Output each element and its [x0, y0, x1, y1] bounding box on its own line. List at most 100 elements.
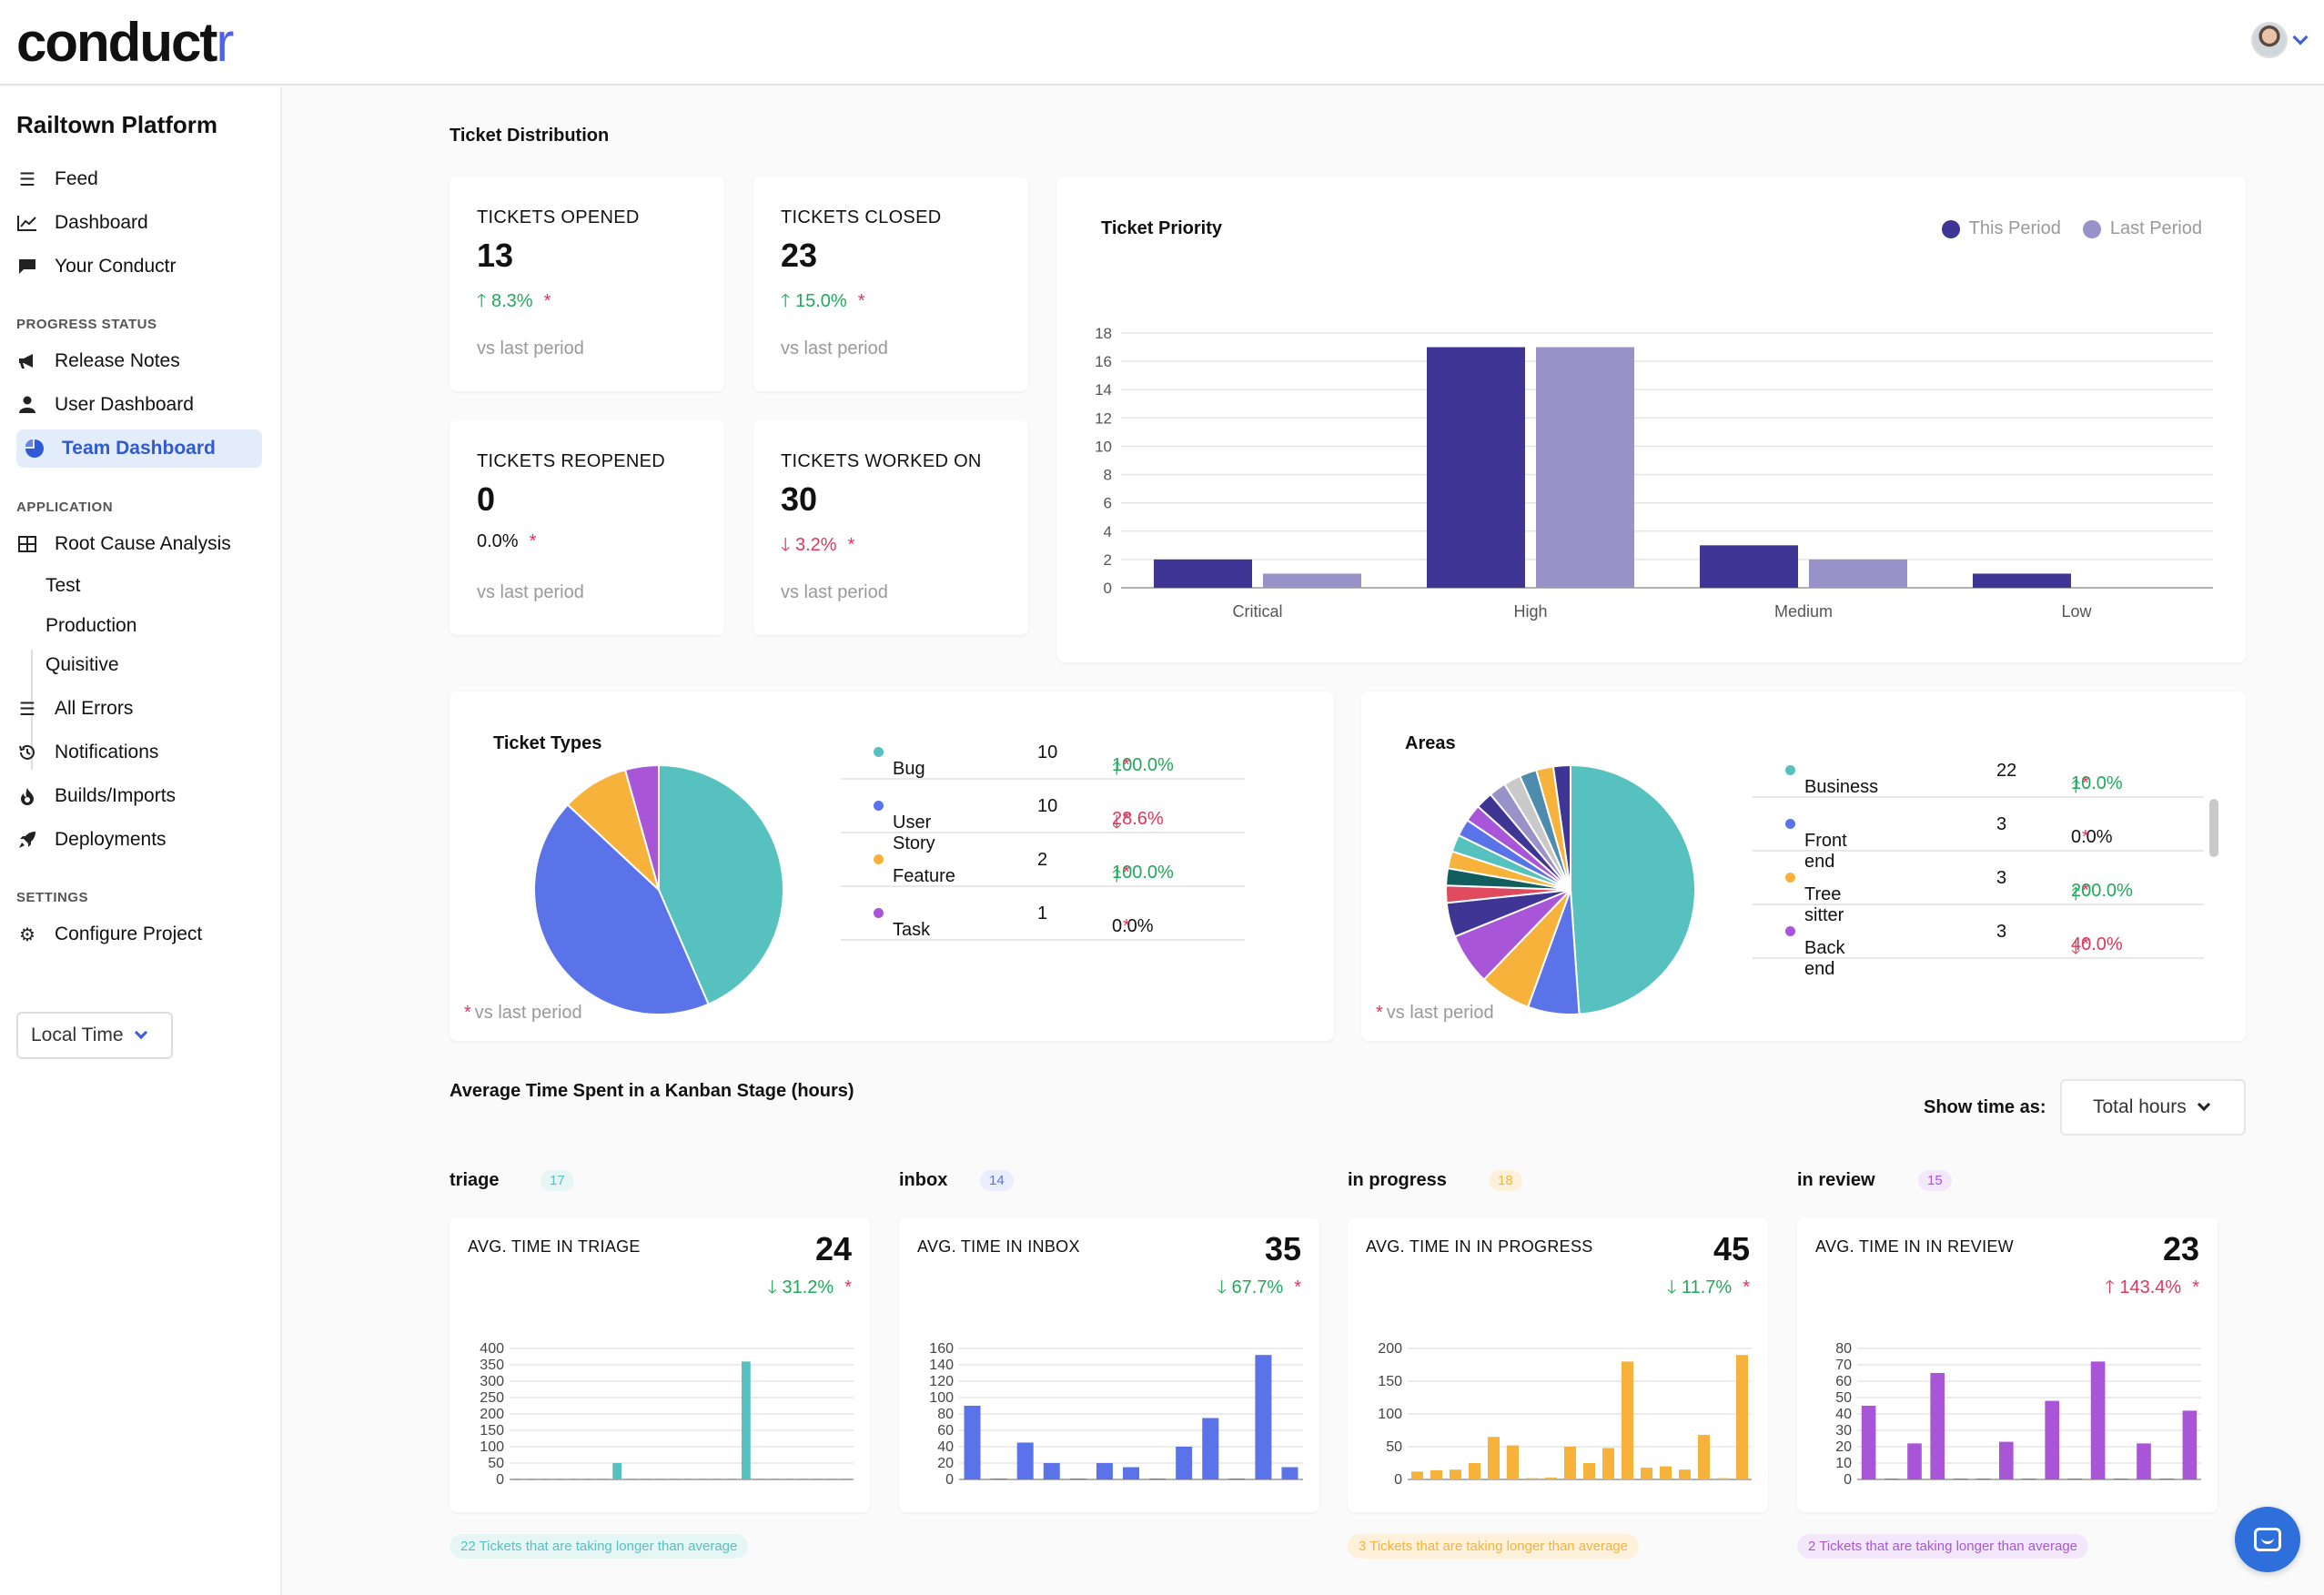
legend-row[interactable]: Front end 3 0.0% * [1753, 798, 2204, 872]
list-icon: ☰ [19, 169, 35, 190]
bar-this-period [1154, 559, 1252, 588]
bar [1487, 1437, 1500, 1479]
legend-this-period[interactable]: This Period [1968, 218, 2061, 238]
stage-longer-note[interactable]: 3 Tickets that are taking longer than av… [1348, 1534, 1640, 1559]
conductr-logo[interactable]: conductr [16, 12, 234, 73]
bar [1016, 1442, 1034, 1479]
ticket-priority-title: Ticket Priority [1101, 218, 1223, 238]
sidebar-item-notifications[interactable]: Notifications [16, 733, 158, 772]
chevron-down-icon[interactable] [2292, 29, 2309, 45]
trend-arrow-icon: 🡑 [477, 291, 491, 311]
stage-longer-note[interactable]: 22 Tickets that are taking longer than a… [450, 1534, 749, 1559]
bar [964, 1406, 981, 1479]
y-tick-label: 200 [1378, 1341, 1402, 1357]
bar [1449, 1469, 1462, 1479]
grid-icon [16, 536, 38, 552]
trend-arrow-icon: 🡓 [1667, 1277, 1682, 1297]
bar [1281, 1467, 1298, 1479]
asterisk: * [2082, 881, 2089, 901]
trend-arrow-icon: 🡑 [2071, 884, 2081, 904]
trend-arrow-icon: 🡓 [1217, 1277, 1232, 1297]
legend-row[interactable]: Feature 2 🡑 100.0% * [841, 833, 1245, 887]
bar-this-period [1427, 347, 1525, 588]
asterisk: * [844, 1277, 852, 1297]
asterisk: * [2192, 1277, 2199, 1297]
kanban-title: Average Time Spent in a Kanban Stage (ho… [450, 1081, 854, 1101]
sidebar-item-your-conductr[interactable]: Your Conductr [16, 247, 176, 286]
stage-count-badge: 14 [980, 1170, 1014, 1191]
trend-arrow-icon: 🡓 [767, 1277, 783, 1297]
y-tick-label: 40 [937, 1439, 954, 1455]
y-tick-label: 350 [480, 1358, 504, 1373]
sidebar-subitem-test[interactable]: Test [45, 575, 81, 596]
stat-title: TICKETS WORKED ON [781, 451, 982, 471]
y-tick-label: 50 [488, 1456, 504, 1471]
top-bar: conductr [0, 0, 2324, 86]
legend-row[interactable]: Business 22 🡑 10.0% * [1753, 744, 2204, 798]
legend-row[interactable]: User Story 10 🡓 28.6% * [841, 780, 1245, 853]
x-tick-label: Low [2061, 602, 2092, 621]
bar [1602, 1448, 1615, 1479]
stage-card: AVG. TIME IN INBOX 35 🡓 67.7% * 0 20 40 60 80… [899, 1217, 1319, 1512]
chat-icon [2254, 1528, 2281, 1551]
line-chart-icon [16, 215, 38, 231]
legend-row[interactable]: Task 1 0.0% * [841, 887, 1245, 941]
ticket-types-title: Ticket Types [493, 733, 602, 753]
bar [2137, 1443, 2151, 1479]
stat-title: TICKETS REOPENED [477, 451, 666, 471]
legend-last-period[interactable]: Last Period [2109, 218, 2202, 238]
chevron-down-icon [134, 1025, 147, 1040]
chat-launcher-button[interactable] [2235, 1507, 2300, 1572]
section-settings: SETTINGS [16, 890, 89, 905]
y-tick-label: 50 [1835, 1390, 1852, 1406]
bar [2182, 1410, 2198, 1479]
sidebar-subitem-production[interactable]: Production [45, 615, 137, 636]
show-time-select[interactable]: Total hours [2060, 1079, 2246, 1136]
stage-count-badge: 18 [1489, 1170, 1522, 1191]
bar [1410, 1471, 1424, 1479]
avatar[interactable] [2251, 22, 2288, 58]
y-tick-label: 8 [1104, 467, 1112, 484]
fire-icon [16, 787, 38, 805]
sidebar-item-configure-project[interactable]: ⚙ Configure Project [16, 915, 202, 954]
stage-longer-note[interactable]: 2 Tickets that are taking longer than av… [1797, 1534, 2089, 1559]
asterisk: * [1294, 1277, 1301, 1297]
asterisk: * [1123, 863, 1130, 883]
legend-dot [1785, 926, 1795, 936]
legend-row[interactable]: Bug 10 🡑 100.0% * [841, 726, 1245, 780]
stat-footnote: vs last period [477, 338, 584, 358]
trend-arrow-icon: 🡑 [2071, 777, 2081, 797]
pie-slice [623, 763, 660, 891]
legend-label: Bug [874, 742, 925, 779]
stage-name: inbox [899, 1170, 948, 1190]
sidebar-item-user-dashboard[interactable]: User Dashboard [16, 386, 194, 424]
sidebar-item-dashboard[interactable]: Dashboard [16, 204, 148, 242]
sidebar-item-all-errors[interactable]: ☰ All Errors [16, 690, 133, 728]
legend-row[interactable]: Tree sitter 3 🡑 200.0% * [1753, 852, 2204, 925]
bar [1563, 1447, 1577, 1479]
stage-card: AVG. TIME IN IN PROGRESS 45 🡓 11.7% * 0 50… [1348, 1217, 1768, 1512]
y-tick-label: 160 [929, 1341, 954, 1357]
stage-card-delta: 🡓 11.7% * [1667, 1277, 1750, 1297]
legend-label: Feature [874, 850, 955, 886]
stage-bar-chart: 0 50 100 150 200 [1378, 1341, 1752, 1488]
sidebar-item-feed[interactable]: ☰ Feed [16, 160, 98, 198]
local-time-select[interactable]: Local Time [16, 1012, 173, 1059]
y-tick-label: 0 [1104, 580, 1112, 597]
areas-scrollbar[interactable] [2209, 799, 2218, 857]
stat-value: 13 [477, 237, 514, 274]
sidebar-subitem-quisitive[interactable]: Quisitive [45, 654, 119, 675]
sidebar-item-release-notes[interactable]: Release Notes [16, 342, 180, 380]
stat-card: TICKETS WORKED ON 30 🡓 3.2% * vs last per… [753, 420, 1028, 635]
sidebar-item-root-cause-analysis[interactable]: Root Cause Analysis [16, 525, 231, 563]
y-tick-label: 100 [929, 1390, 954, 1406]
y-tick-label: 150 [480, 1423, 504, 1439]
stat-card: TICKETS REOPENED 0 0.0% * vs last period [450, 420, 724, 635]
y-tick-label: 20 [937, 1456, 954, 1471]
legend-row[interactable]: Back end 3 🡓 40.0% * [1753, 905, 2204, 979]
sidebar-item-deployments[interactable]: Deployments [16, 821, 167, 859]
sidebar-item-builds-imports[interactable]: Builds/Imports [16, 777, 176, 815]
sidebar-item-team-dashboard[interactable]: Team Dashboard [16, 429, 262, 468]
user-menu[interactable] [2251, 22, 2309, 58]
megaphone-icon [16, 352, 38, 370]
